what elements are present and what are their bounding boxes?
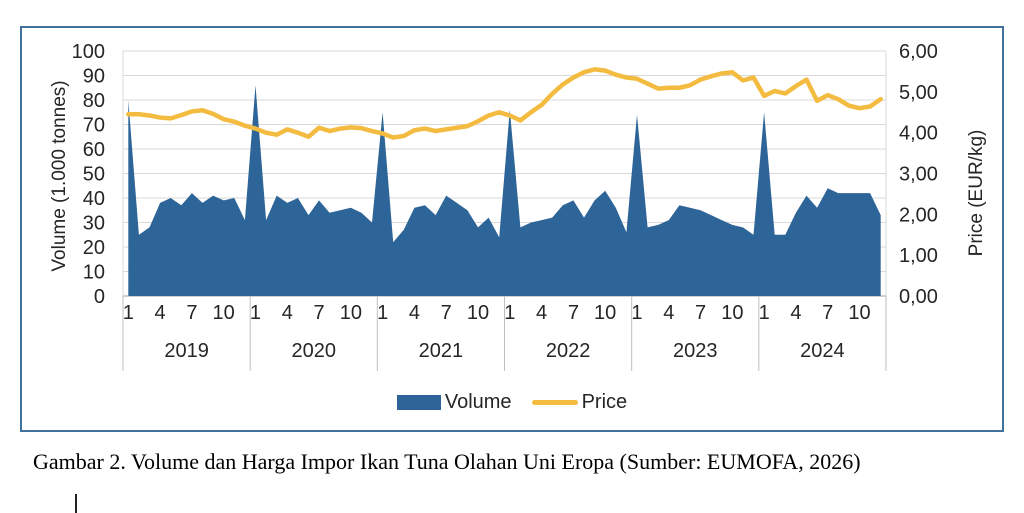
month-tick-label: 10: [594, 302, 616, 324]
right-axis-tick-label: 0,00: [899, 286, 938, 308]
month-tick-label: 7: [822, 302, 833, 324]
month-tick-label: 10: [721, 302, 743, 324]
legend-label-price: Price: [581, 391, 628, 413]
year-label: 2022: [546, 340, 591, 362]
left-axis-tick-label: 30: [83, 213, 105, 235]
month-tick-label: 1: [631, 302, 642, 324]
cropped-next-figure-fragment: [75, 494, 77, 513]
month-tick-label: 4: [282, 302, 293, 324]
year-label: 2023: [673, 340, 718, 362]
month-tick-label: 10: [467, 302, 489, 324]
right-axis-tick-label: 4,00: [899, 123, 938, 145]
legend-item-price: Price: [531, 391, 628, 414]
month-tick-label: 7: [186, 302, 197, 324]
month-tick-label: 4: [409, 302, 420, 324]
year-label: 2024: [800, 340, 845, 362]
volume-area-swatch-icon: [396, 395, 441, 410]
left-axis-tick-label: 100: [72, 41, 105, 63]
month-tick-label: 1: [250, 302, 261, 324]
month-tick-label: 4: [790, 302, 801, 324]
figure-caption: Gambar 2. Volume dan Harga Impor Ikan Tu…: [33, 449, 861, 474]
right-axis-tick-label: 3,00: [899, 164, 938, 186]
left-axis-tick-label: 70: [83, 115, 105, 137]
left-axis-tick-label: 60: [83, 139, 105, 161]
year-label: 2020: [292, 340, 337, 362]
month-tick-label: 7: [441, 302, 452, 324]
chart-frame: 0 10 20 30 40 50 60 70 80 90 100 0,00 1,00 2,00 3,00 4,…: [20, 26, 1004, 432]
month-tick-label: 7: [695, 302, 706, 324]
month-tick-label: 1: [377, 302, 388, 324]
year-label: 2019: [164, 340, 209, 362]
right-axis-tick-label: 1,00: [899, 245, 938, 267]
right-axis-tick-label: 2,00: [899, 204, 938, 226]
volume-area-series: [128, 85, 881, 296]
year-label: 2021: [419, 340, 464, 362]
month-tick-label: 1: [504, 302, 515, 324]
month-tick-label: 4: [155, 302, 166, 324]
price-line-swatch-icon: [531, 400, 578, 405]
month-tick-label: 10: [848, 302, 870, 324]
legend-label-volume: Volume: [444, 391, 512, 413]
month-tick-label: 1: [123, 302, 134, 324]
month-tick-label: 10: [213, 302, 235, 324]
left-axis-tick-label: 80: [83, 90, 105, 112]
month-tick-label: 7: [568, 302, 579, 324]
month-tick-label: 7: [313, 302, 324, 324]
left-axis-title: Volume (1.000 tonnes): [49, 80, 70, 272]
left-axis-tick-label: 0: [94, 286, 105, 308]
volume-price-combo-chart: 01020304050607080901000,001,002,003,004,…: [72, 41, 938, 371]
left-axis-tick-label: 90: [83, 66, 105, 88]
chart-legend: Volume Price: [22, 391, 1002, 414]
left-axis-tick-label: 40: [83, 188, 105, 210]
left-axis-tick-label: 50: [83, 164, 105, 186]
legend-item-volume: Volume: [396, 391, 512, 414]
price-line-series: [126, 67, 883, 140]
month-tick-label: 4: [536, 302, 547, 324]
right-axis-title: Price (EUR/kg): [966, 129, 987, 257]
month-tick-label: 1: [759, 302, 770, 324]
month-tick-label: 10: [340, 302, 362, 324]
right-axis-tick-label: 6,00: [899, 41, 938, 63]
right-axis-tick-label: 5,00: [899, 82, 938, 104]
left-axis-tick-label: 10: [83, 262, 105, 284]
month-tick-label: 4: [663, 302, 674, 324]
left-axis-tick-label: 20: [83, 237, 105, 259]
